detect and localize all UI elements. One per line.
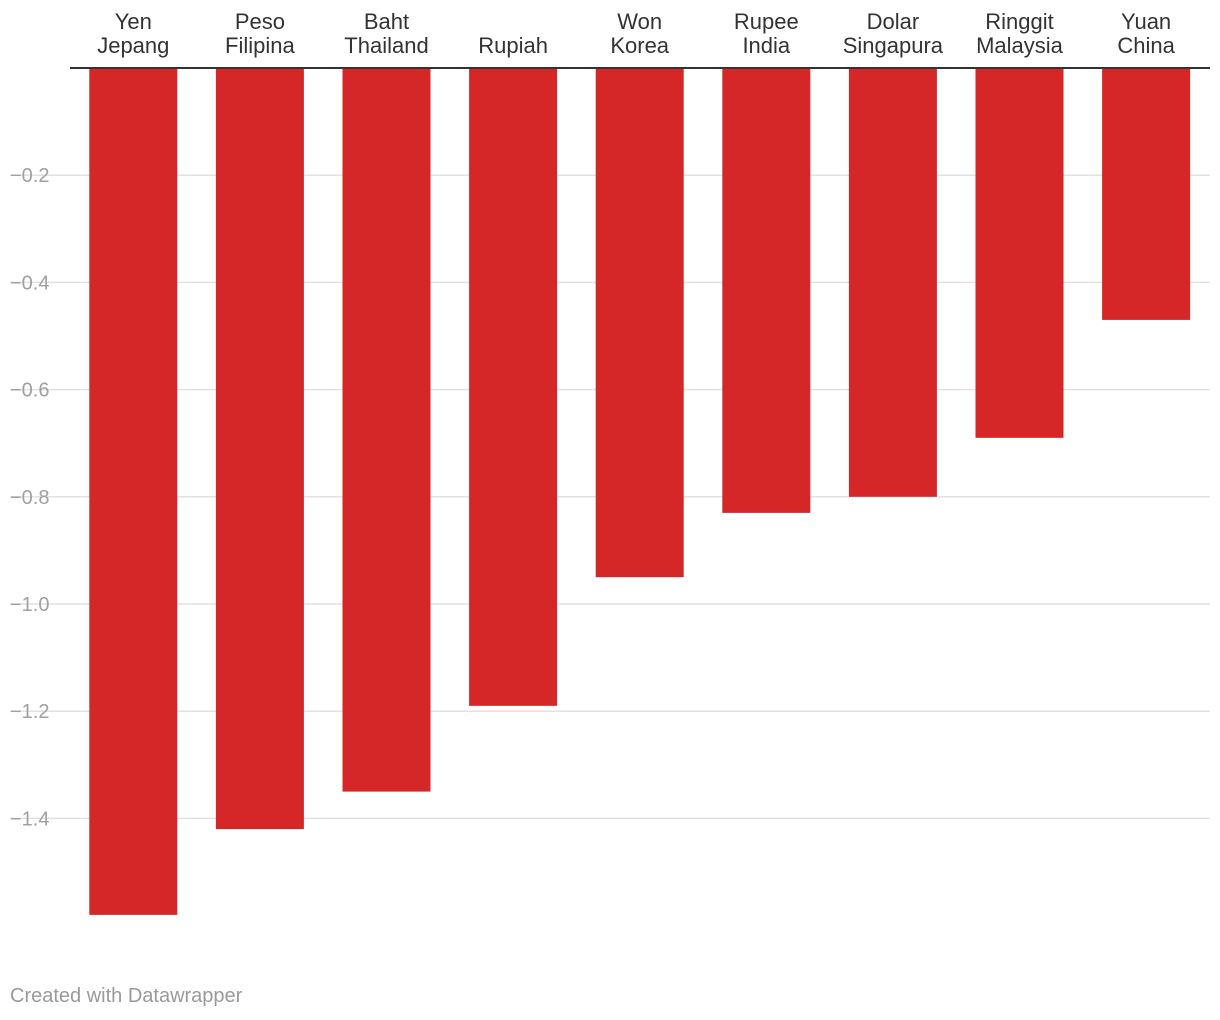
y-tick-label: −0.8 [10, 487, 49, 509]
bar-6 [848, 68, 937, 497]
category-label: India [742, 33, 790, 58]
bar-8 [1102, 68, 1191, 320]
category-label: Rupee [734, 9, 799, 34]
bar-3 [469, 68, 558, 706]
y-tick-label: −1.2 [10, 701, 49, 723]
y-tick-label: −0.4 [10, 272, 49, 294]
category-label: Rupiah [478, 33, 548, 58]
bar-4 [595, 68, 684, 578]
bar-1 [215, 68, 304, 830]
category-label: Malaysia [976, 33, 1064, 58]
category-label: Thailand [344, 33, 428, 58]
category-label: Won [617, 9, 662, 34]
category-label: Dolar [867, 9, 920, 34]
category-label: Ringgit [985, 9, 1053, 34]
y-tick-label: −0.6 [10, 380, 49, 402]
category-label: Yuan [1121, 9, 1171, 34]
y-tick-label: −1.0 [10, 594, 49, 616]
category-label: Jepang [97, 33, 169, 58]
bar-2 [342, 68, 431, 792]
category-label: China [1117, 33, 1175, 58]
credit-text: Created with Datawrapper [10, 985, 243, 1007]
category-label: Korea [610, 33, 669, 58]
bar-0 [89, 68, 178, 915]
bar-5 [722, 68, 811, 513]
y-tick-label: −0.2 [10, 165, 49, 187]
y-tick-label: −1.4 [10, 808, 49, 830]
category-label: Filipina [225, 33, 295, 58]
category-label: Yen [115, 9, 152, 34]
category-label: Baht [364, 9, 409, 34]
category-label: Singapura [843, 33, 944, 58]
category-label: Peso [235, 9, 285, 34]
bar-7 [975, 68, 1064, 438]
